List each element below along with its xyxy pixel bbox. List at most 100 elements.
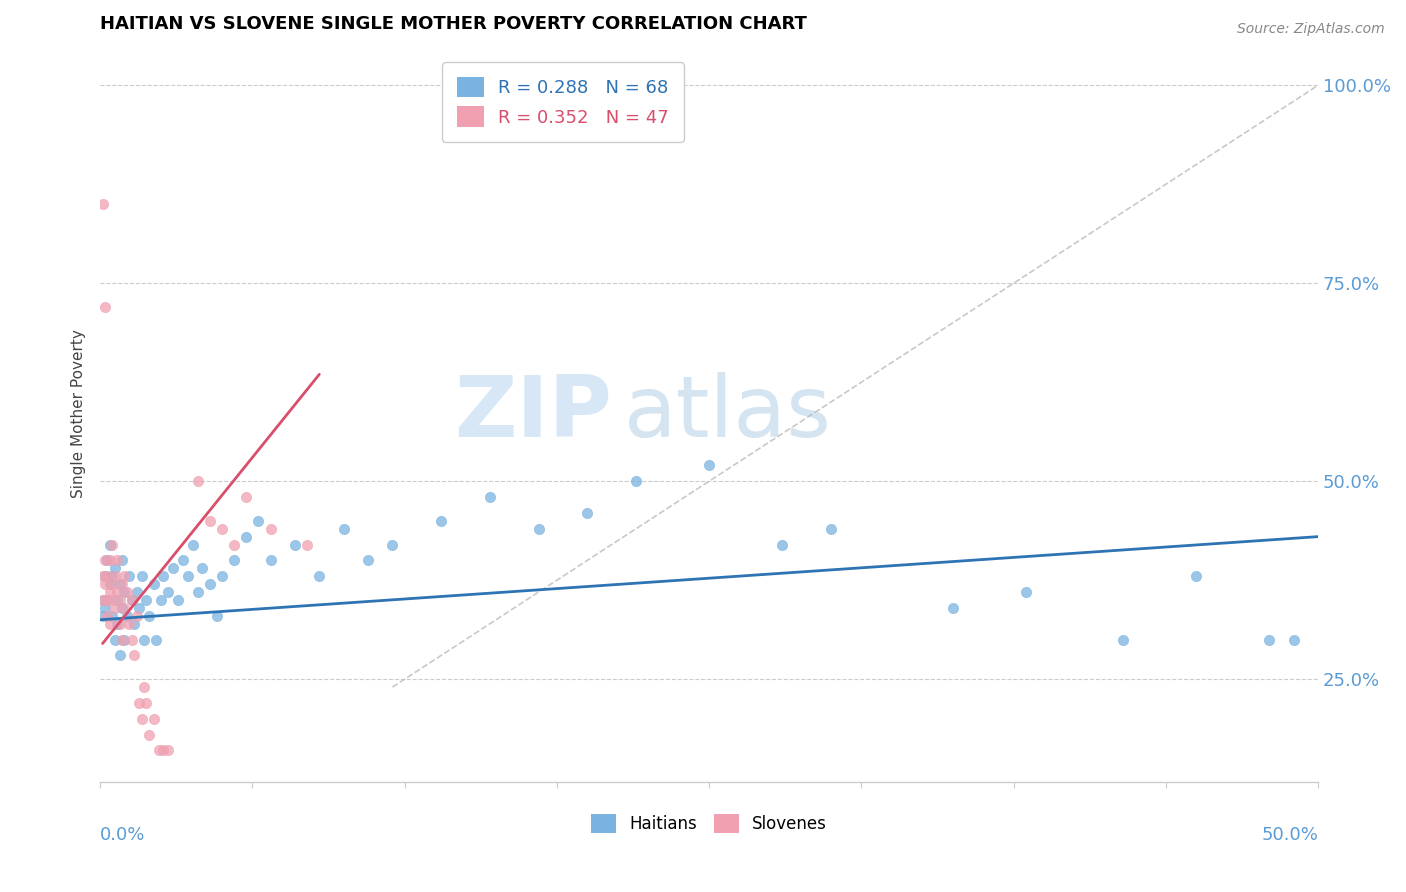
Point [211,569,233,583]
Point [108,648,131,663]
Point [111,553,134,567]
Point [295,537,318,551]
Point [172,553,194,567]
Point [138,608,160,623]
Point [357,553,380,567]
Point [259,553,281,567]
Point [198,514,221,528]
Point [94,569,117,583]
Point [111,577,134,591]
Point [624,474,647,488]
Text: HAITIAN VS SLOVENE SINGLE MOTHER POVERTY CORRELATION CHART: HAITIAN VS SLOVENE SINGLE MOTHER POVERTY… [100,15,807,33]
Point [104,569,127,583]
Point [101,569,124,583]
Y-axis label: Single Mother Poverty: Single Mother Poverty [72,329,86,499]
Point [125,608,148,623]
Point [259,522,281,536]
Point [96,569,118,583]
Point [104,600,127,615]
Point [122,648,145,663]
Point [91,593,114,607]
Point [114,632,136,647]
Point [111,600,134,615]
Point [150,593,173,607]
Point [145,632,167,647]
Point [177,569,200,583]
Point [105,616,128,631]
Point [128,600,150,615]
Point [98,553,121,567]
Point [96,608,118,623]
Point [101,608,124,623]
Text: Source: ZipAtlas.com: Source: ZipAtlas.com [1237,22,1385,37]
Point [94,300,117,314]
Point [167,593,190,607]
Point [1015,585,1038,599]
Point [122,616,145,631]
Point [211,522,233,536]
Point [105,593,128,607]
Point [247,514,270,528]
Point [132,680,155,694]
Point [98,585,121,599]
Point [115,585,138,599]
Text: ZIP: ZIP [454,372,612,456]
Point [104,632,127,647]
Point [98,616,121,631]
Point [96,553,118,567]
Point [332,522,354,536]
Point [135,696,157,710]
Point [430,514,453,528]
Point [104,561,127,575]
Point [152,743,174,757]
Point [101,537,124,551]
Point [224,537,246,551]
Point [115,608,138,623]
Point [181,537,204,551]
Point [114,569,136,583]
Point [132,632,155,647]
Point [162,561,184,575]
Point [205,608,228,623]
Point [148,743,170,757]
Point [1112,632,1135,647]
Point [91,569,114,583]
Point [381,537,404,551]
Point [1258,632,1281,647]
Point [101,593,124,607]
Point [157,743,180,757]
Point [224,553,246,567]
Point [135,593,157,607]
Point [820,522,842,536]
Point [121,593,143,607]
Point [101,577,124,591]
Point [157,585,180,599]
Point [105,553,128,567]
Point [91,608,114,623]
Point [94,577,117,591]
Point [142,577,165,591]
Point [235,490,257,504]
Point [142,712,165,726]
Point [770,537,793,551]
Point [308,569,330,583]
Point [98,537,121,551]
Point [128,696,150,710]
Point [1185,569,1208,583]
Point [118,616,141,631]
Point [94,553,117,567]
Point [131,712,153,726]
Point [114,600,136,615]
Point [118,569,141,583]
Point [91,593,114,607]
Point [111,632,134,647]
Point [125,585,148,599]
Point [527,522,550,536]
Point [91,197,114,211]
Point [108,593,131,607]
Point [284,537,307,551]
Point [1282,632,1305,647]
Point [105,585,128,599]
Point [942,600,965,615]
Point [187,474,209,488]
